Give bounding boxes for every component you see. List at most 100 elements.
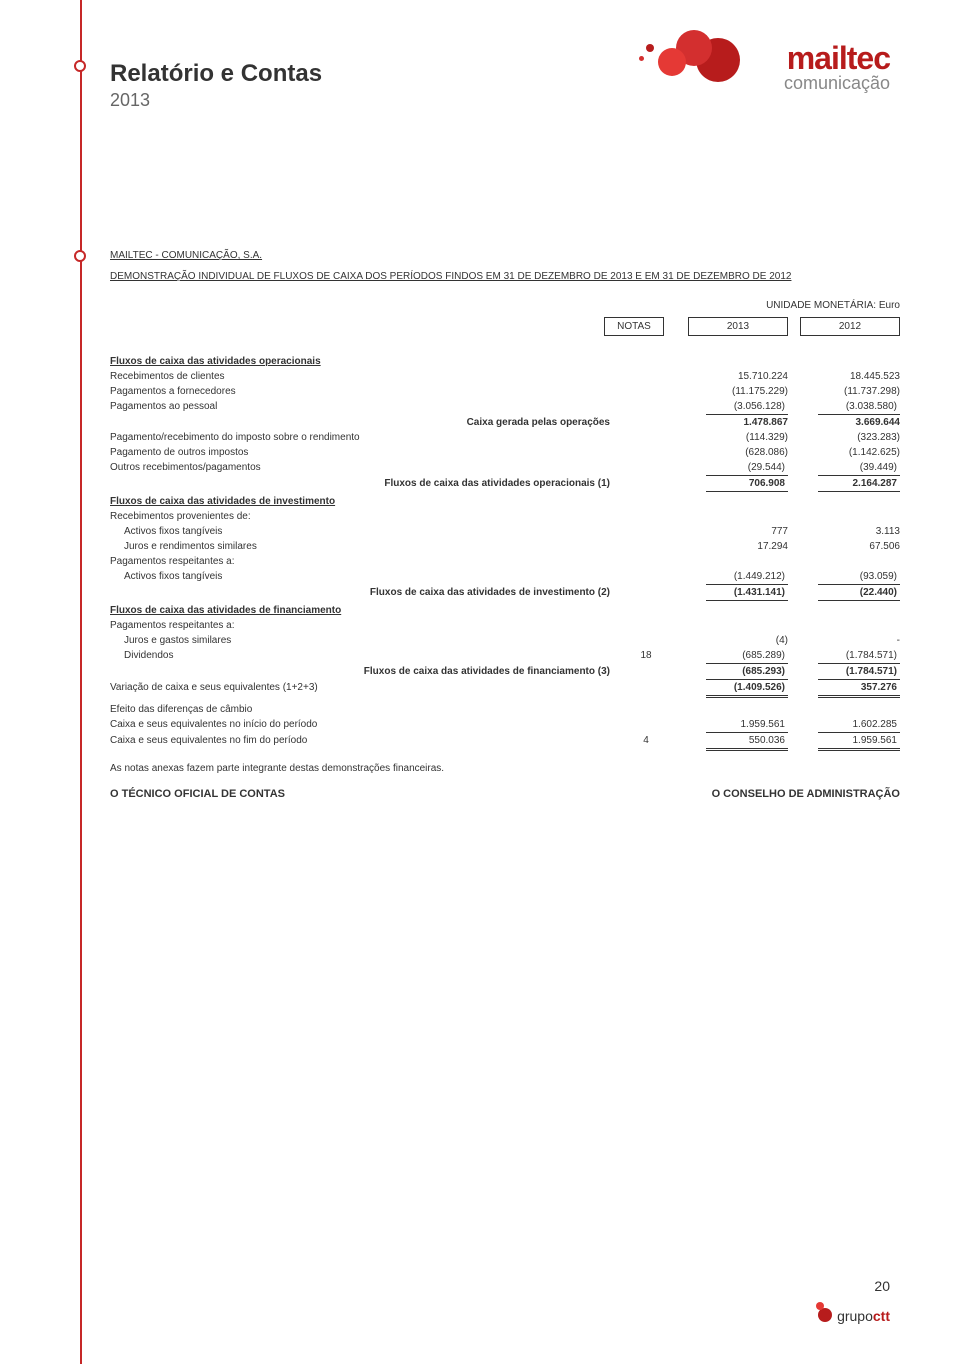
footer-brand-prefix: grupo <box>837 1308 873 1324</box>
cell-label: Pagamento/recebimento do imposto sobre o… <box>110 430 616 445</box>
cell-2012: 3.669.644 <box>788 415 900 430</box>
fx-label: Efeito das diferenças de câmbio <box>110 702 616 717</box>
sub-header: Recebimentos provenientes de: <box>110 509 616 524</box>
cell-label: Pagamentos a fornecedores <box>110 384 616 399</box>
cell-2013: 17.294 <box>676 539 788 554</box>
signature-line: O TÉCNICO OFICIAL DE CONTAS O CONSELHO D… <box>110 788 900 800</box>
table-row: Dividendos18 (685.289) (1.784.571) <box>110 648 900 664</box>
total-label: Fluxos de caixa das atividades de invest… <box>110 585 616 600</box>
footer-brand-suffix: ctt <box>873 1308 890 1324</box>
cell-2012: 67.506 <box>788 539 900 554</box>
cell-2012: (323.283) <box>788 430 900 445</box>
cell-label: Juros e gastos similares <box>110 633 616 648</box>
table-row: Pagamentos a fornecedores (11.175.229)(11… <box>110 384 900 399</box>
currency-unit: UNIDADE MONETÁRIA: Euro <box>110 300 900 311</box>
cell-2012: 3.113 <box>788 524 900 539</box>
total-label: Fluxos de caixa das atividades operacion… <box>110 476 616 491</box>
column-headers: NOTAS 2013 2012 <box>110 317 900 336</box>
cell-2013: (628.086) <box>676 445 788 460</box>
rule-knob-mid <box>74 250 86 262</box>
cell-2013: (1.449.212) <box>706 569 788 585</box>
total-row: Fluxos de caixa das atividades operacion… <box>110 476 900 492</box>
cell-2013: 550.036 <box>706 733 788 751</box>
total-row: Fluxos de caixa das atividades de financ… <box>110 664 900 680</box>
cell-2012: (1.784.571) <box>818 648 900 664</box>
col-header-2012: 2012 <box>800 317 900 336</box>
cell-2012: 357.276 <box>818 680 900 698</box>
cell-2013: 1.959.561 <box>706 717 788 733</box>
cell-2013: (114.329) <box>676 430 788 445</box>
table-row: Activos fixos tangíveis (1.449.212) (93.05… <box>110 569 900 585</box>
statement-content: MAILTEC - COMUNICAÇÃO, S.A. DEMONSTRAÇÃO… <box>110 250 900 800</box>
cell-2013: (685.293) <box>706 664 788 680</box>
section-head-fin: Fluxos de caixa das atividades de financ… <box>110 603 616 618</box>
cell-label: Activos fixos tangíveis <box>110 569 616 584</box>
cell-label: Pagamentos ao pessoal <box>110 399 616 414</box>
cell-nota: 4 <box>616 733 676 748</box>
table-row: Pagamento de outros impostos (628.086)(1.… <box>110 445 900 460</box>
cell-label: Dividendos <box>110 648 616 663</box>
cell-label: Pagamento de outros impostos <box>110 445 616 460</box>
cell-2012: (11.737.298) <box>788 384 900 399</box>
cell-2013: (1.409.526) <box>706 680 788 698</box>
cell-2013: (3.056.128) <box>706 399 788 415</box>
cell-2012: - <box>788 633 900 648</box>
footer-dot-icon <box>816 1302 824 1310</box>
sig-right: O CONSELHO DE ADMINISTRAÇÃO <box>712 788 900 800</box>
table-row: Juros e gastos similares (4)- <box>110 633 900 648</box>
cell-2013: (685.289) <box>706 648 788 664</box>
cell-label: Caixa e seus equivalentes no início do p… <box>110 717 616 732</box>
section-head-inv: Fluxos de caixa das atividades de invest… <box>110 494 616 509</box>
cell-label: Recebimentos de clientes <box>110 369 616 384</box>
table-row: Activos fixos tangíveis 7773.113 <box>110 524 900 539</box>
sub-header: Pagamentos respeitantes a: <box>110 554 616 569</box>
cell-2012: (1.784.571) <box>818 664 900 680</box>
footer-dot-icon <box>818 1308 832 1322</box>
report-year: 2013 <box>110 90 322 111</box>
table-row: Caixa e seus equivalentes no fim do perí… <box>110 733 900 751</box>
sig-left: O TÉCNICO OFICIAL DE CONTAS <box>110 788 285 800</box>
cell-2013: 777 <box>676 524 788 539</box>
cell-label: Caixa e seus equivalentes no fim do perí… <box>110 733 616 748</box>
cell-2013: (1.431.141) <box>706 585 788 601</box>
subtotal-row: Caixa gerada pelas operações1.478.8673.6… <box>110 415 900 430</box>
cell-2013: 1.478.867 <box>676 415 788 430</box>
cell-2013: (11.175.229) <box>676 384 788 399</box>
table-row: Recebimentos de clientes 15.710.22418.445… <box>110 369 900 384</box>
cell-2012: 18.445.523 <box>788 369 900 384</box>
report-title: Relatório e Contas <box>110 60 322 88</box>
vertical-rule <box>80 0 82 1364</box>
sub-header: Pagamentos respeitantes a: <box>110 618 616 633</box>
logo-bubbles-icon <box>620 30 740 90</box>
cell-2012: (93.059) <box>818 569 900 585</box>
cell-label: Activos fixos tangíveis <box>110 524 616 539</box>
cell-2012: (22.440) <box>818 585 900 601</box>
cell-2013: (4) <box>676 633 788 648</box>
table-row: Caixa e seus equivalentes no início do p… <box>110 717 900 733</box>
cell-2013: 706.908 <box>706 476 788 492</box>
cell-2012: (1.142.625) <box>788 445 900 460</box>
cell-2013: 15.710.224 <box>676 369 788 384</box>
footnote: As notas anexas fazem parte integrante d… <box>110 763 900 774</box>
cell-label: Juros e rendimentos similares <box>110 539 616 554</box>
cell-2012: (3.038.580) <box>818 399 900 415</box>
cell-2012: (39.449) <box>818 460 900 476</box>
cell-nota: 18 <box>616 648 676 663</box>
variation-row: Variação de caixa e seus equivalentes (1… <box>110 680 900 698</box>
page-header: Relatório e Contas 2013 <box>110 60 322 111</box>
brand-logo: mailtec comunicação <box>784 40 890 94</box>
cell-2012: 1.959.561 <box>818 733 900 751</box>
cell-2012: 2.164.287 <box>818 476 900 492</box>
logo-word: mailtec <box>784 40 890 77</box>
statement-title: DEMONSTRAÇÃO INDIVIDUAL DE FLUXOS DE CAI… <box>110 271 900 282</box>
col-header-2013: 2013 <box>688 317 788 336</box>
table-row: Outros recebimentos/pagamentos(29.544)(3… <box>110 460 900 476</box>
rule-knob-top <box>74 60 86 72</box>
table-row: Juros e rendimentos similares 17.29467.50… <box>110 539 900 554</box>
cell-2012: 1.602.285 <box>818 717 900 733</box>
company-name: MAILTEC - COMUNICAÇÃO, S.A. <box>110 250 900 261</box>
table-row: Pagamentos ao pessoal (3.056.128) (3.038.5… <box>110 399 900 415</box>
cell-label: Variação de caixa e seus equivalentes (1… <box>110 680 616 695</box>
table-row: Pagamento/recebimento do imposto sobre o… <box>110 430 900 445</box>
col-header-notas: NOTAS <box>604 317 664 336</box>
